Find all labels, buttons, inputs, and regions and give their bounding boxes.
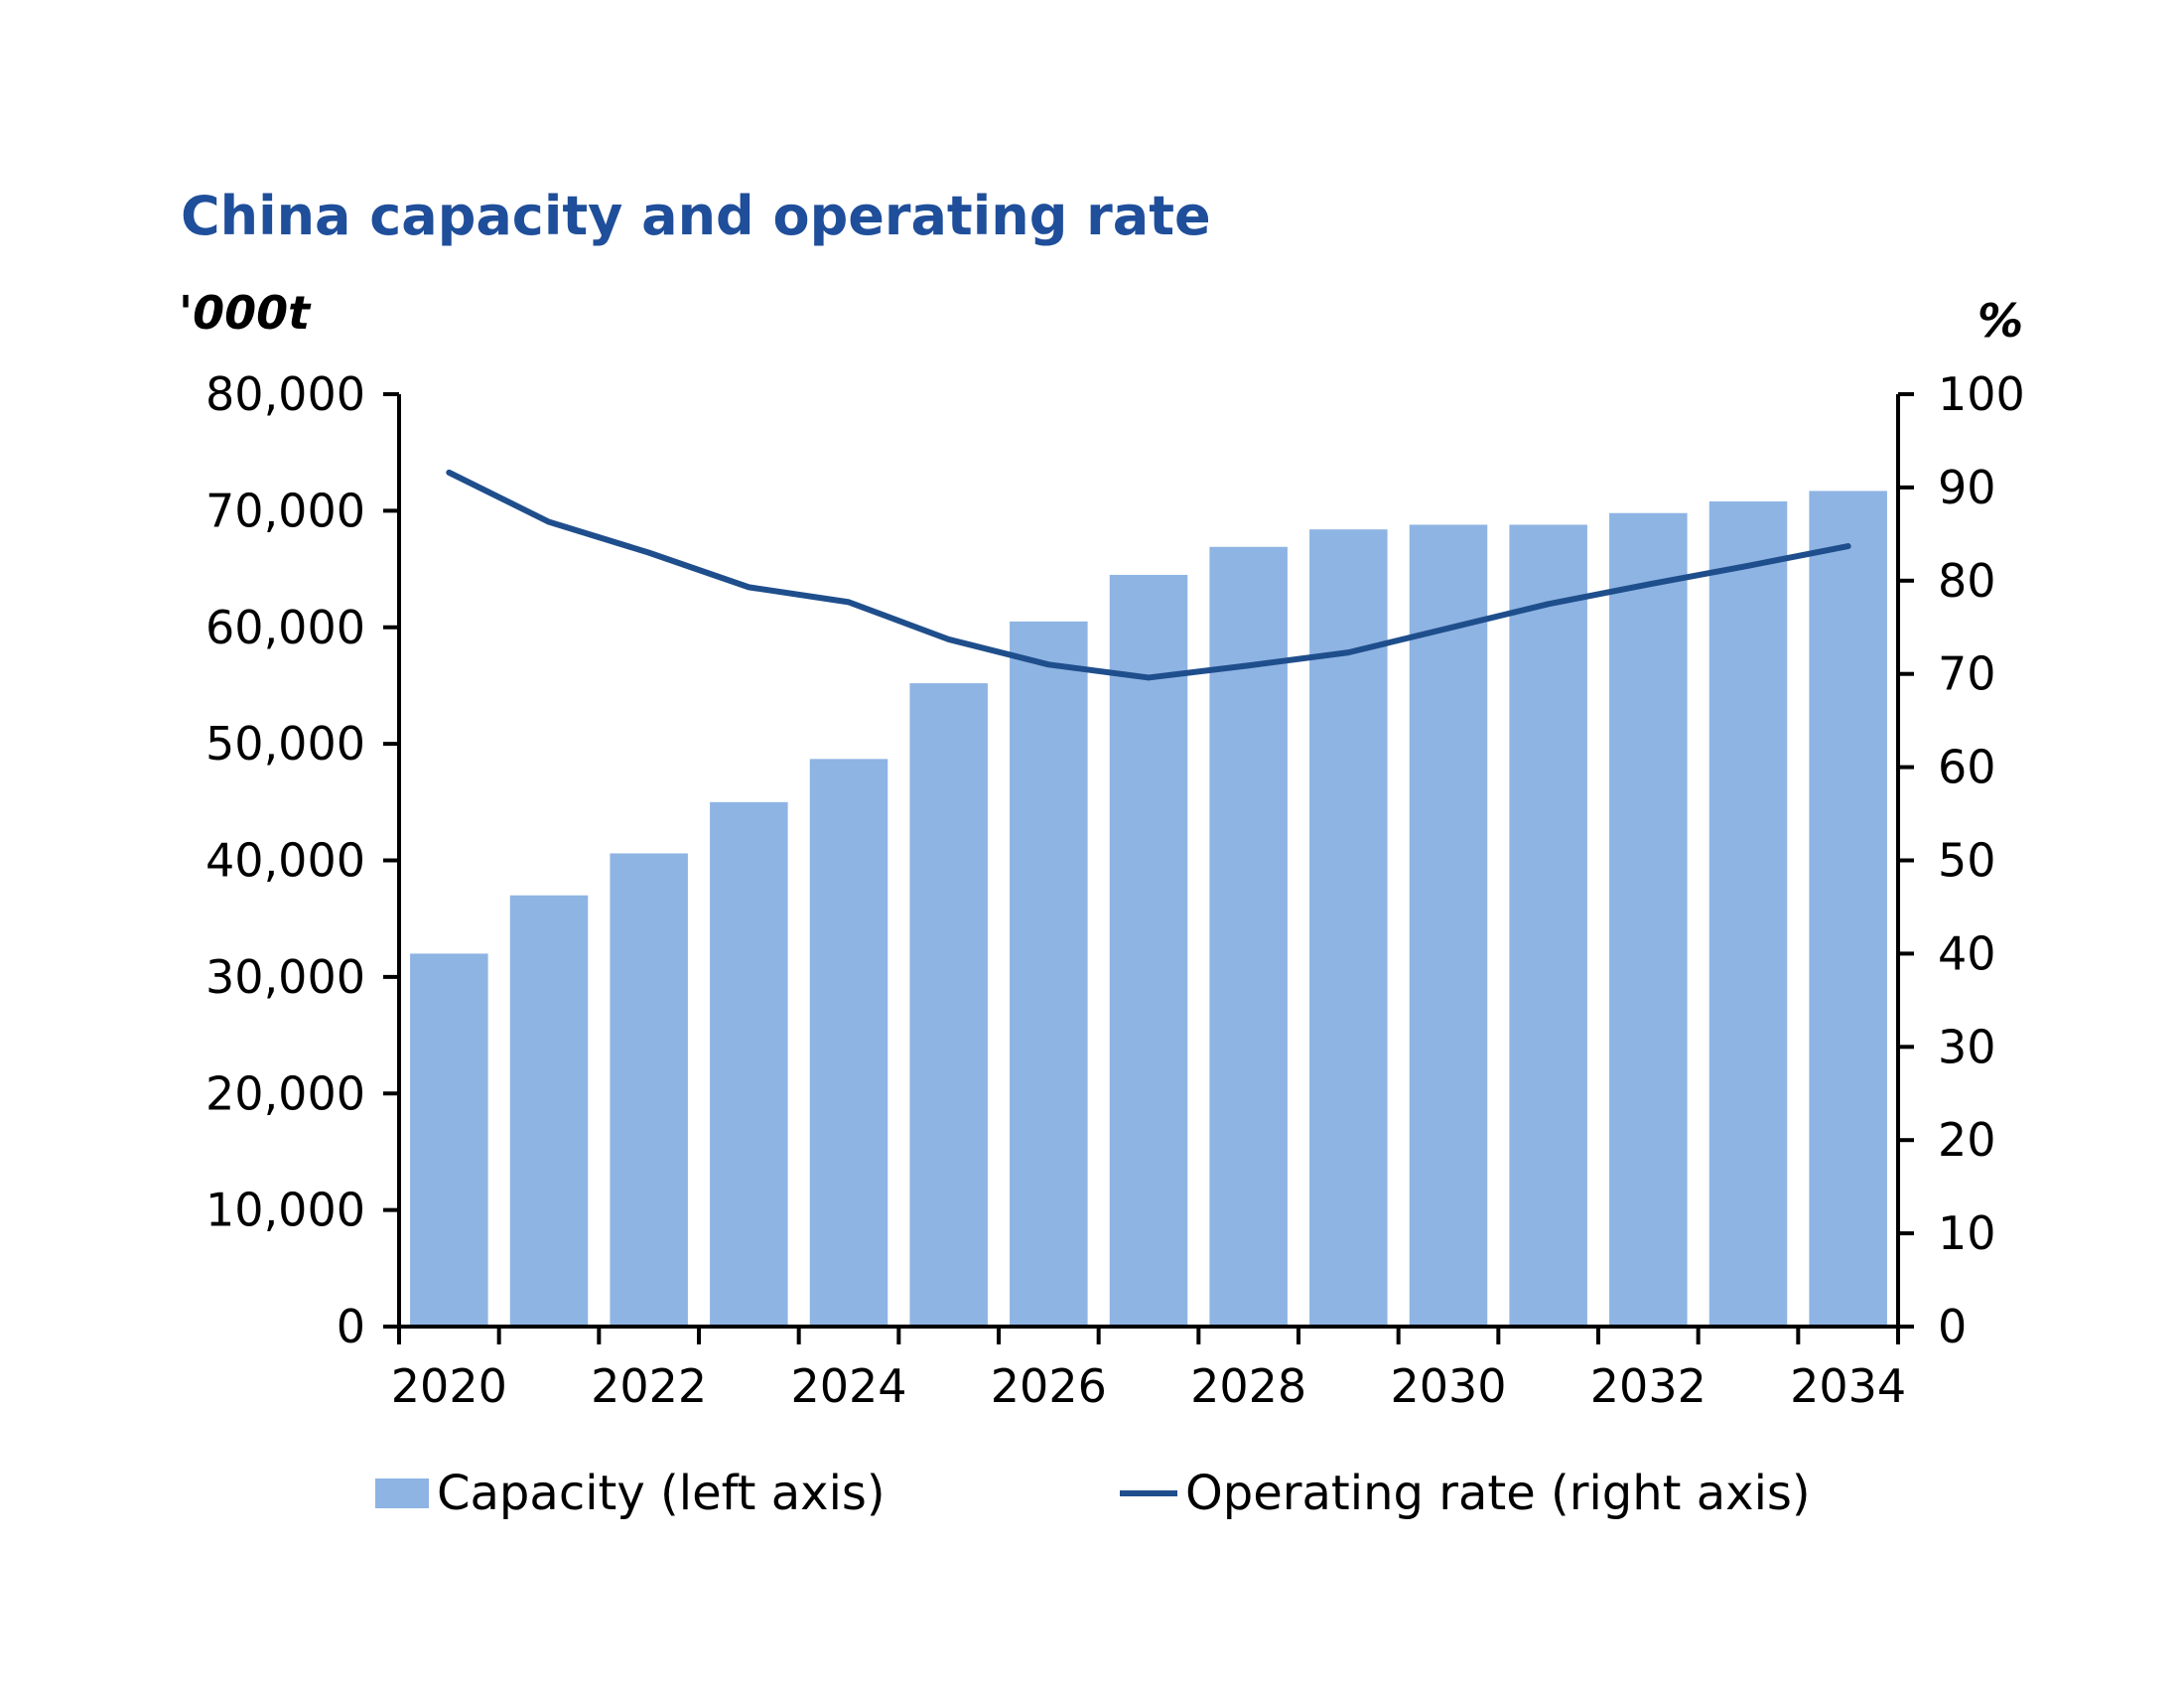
left-axis-tick-label: 30,000 <box>205 950 365 1004</box>
x-axis-tick-label: 2024 <box>790 1359 906 1413</box>
right-axis-tick-label: 100 <box>1938 367 2025 421</box>
right-axis-tick-label: 50 <box>1938 834 1996 888</box>
x-axis-tick-label: 2020 <box>391 1359 507 1413</box>
capacity-bar <box>1309 529 1388 1327</box>
x-axis-tick-label: 2028 <box>1190 1359 1306 1413</box>
capacity-bar <box>1809 491 1887 1327</box>
capacity-bar <box>1209 546 1288 1327</box>
chart-axes: 0 10,000 20,000 30,000 40,000 50,000 60,000 70,… <box>205 367 2025 1413</box>
capacity-bar <box>610 853 688 1327</box>
right-axis-tick-label: 20 <box>1938 1113 1996 1167</box>
capacity-bar <box>1609 512 1688 1327</box>
left-axis-tick-label: 70,000 <box>205 484 365 537</box>
capacity-bar <box>1109 574 1188 1327</box>
capacity-bar <box>410 953 488 1327</box>
operating-rate-line <box>446 469 1851 681</box>
capacity-bar <box>509 895 589 1327</box>
right-axis-tick-label: 10 <box>1938 1206 1996 1260</box>
capacity-bar <box>809 759 888 1327</box>
operating-rate-line-layer <box>446 469 1851 681</box>
x-axis-tick-label: 2022 <box>591 1359 707 1413</box>
x-axis-tick-label: 2034 <box>1790 1359 1906 1413</box>
right-axis-tick-label: 0 <box>1938 1300 1967 1353</box>
capacity-bar <box>909 683 988 1327</box>
capacity-bar <box>1010 621 1088 1327</box>
left-axis-unit-label: '000t <box>179 286 311 340</box>
left-axis-tick-label: 0 <box>337 1300 365 1353</box>
right-axis-tick-label: 30 <box>1938 1020 1996 1073</box>
left-axis-tick-label: 50,000 <box>205 717 365 771</box>
right-axis-tick-label: 90 <box>1938 461 1996 514</box>
right-axis-tick-label: 60 <box>1938 741 1996 794</box>
capacity-bars <box>410 491 1887 1327</box>
x-axis-tick-label: 2032 <box>1590 1359 1706 1413</box>
left-axis-tick-label: 60,000 <box>205 601 365 654</box>
left-axis-tick-label: 40,000 <box>205 834 365 888</box>
capacity-bar <box>1509 524 1587 1327</box>
capacity-bar <box>710 801 788 1327</box>
left-axis-tick-label: 10,000 <box>205 1184 365 1237</box>
left-axis-tick-label: 20,000 <box>205 1066 365 1120</box>
chart-title: China capacity and operating rate <box>181 185 1211 247</box>
right-axis-tick-label: 70 <box>1938 647 1996 701</box>
x-axis-tick-label: 2030 <box>1390 1359 1506 1413</box>
right-axis-tick-label: 80 <box>1938 554 1996 608</box>
right-axis-tick-label: 40 <box>1938 926 1996 980</box>
capacity-bar <box>1409 524 1488 1327</box>
capacity-bar <box>1708 500 1788 1327</box>
x-axis-tick-label: 2026 <box>991 1359 1107 1413</box>
right-axis-unit-label: % <box>1978 294 2024 348</box>
left-axis-tick-label: 80,000 <box>205 367 365 421</box>
